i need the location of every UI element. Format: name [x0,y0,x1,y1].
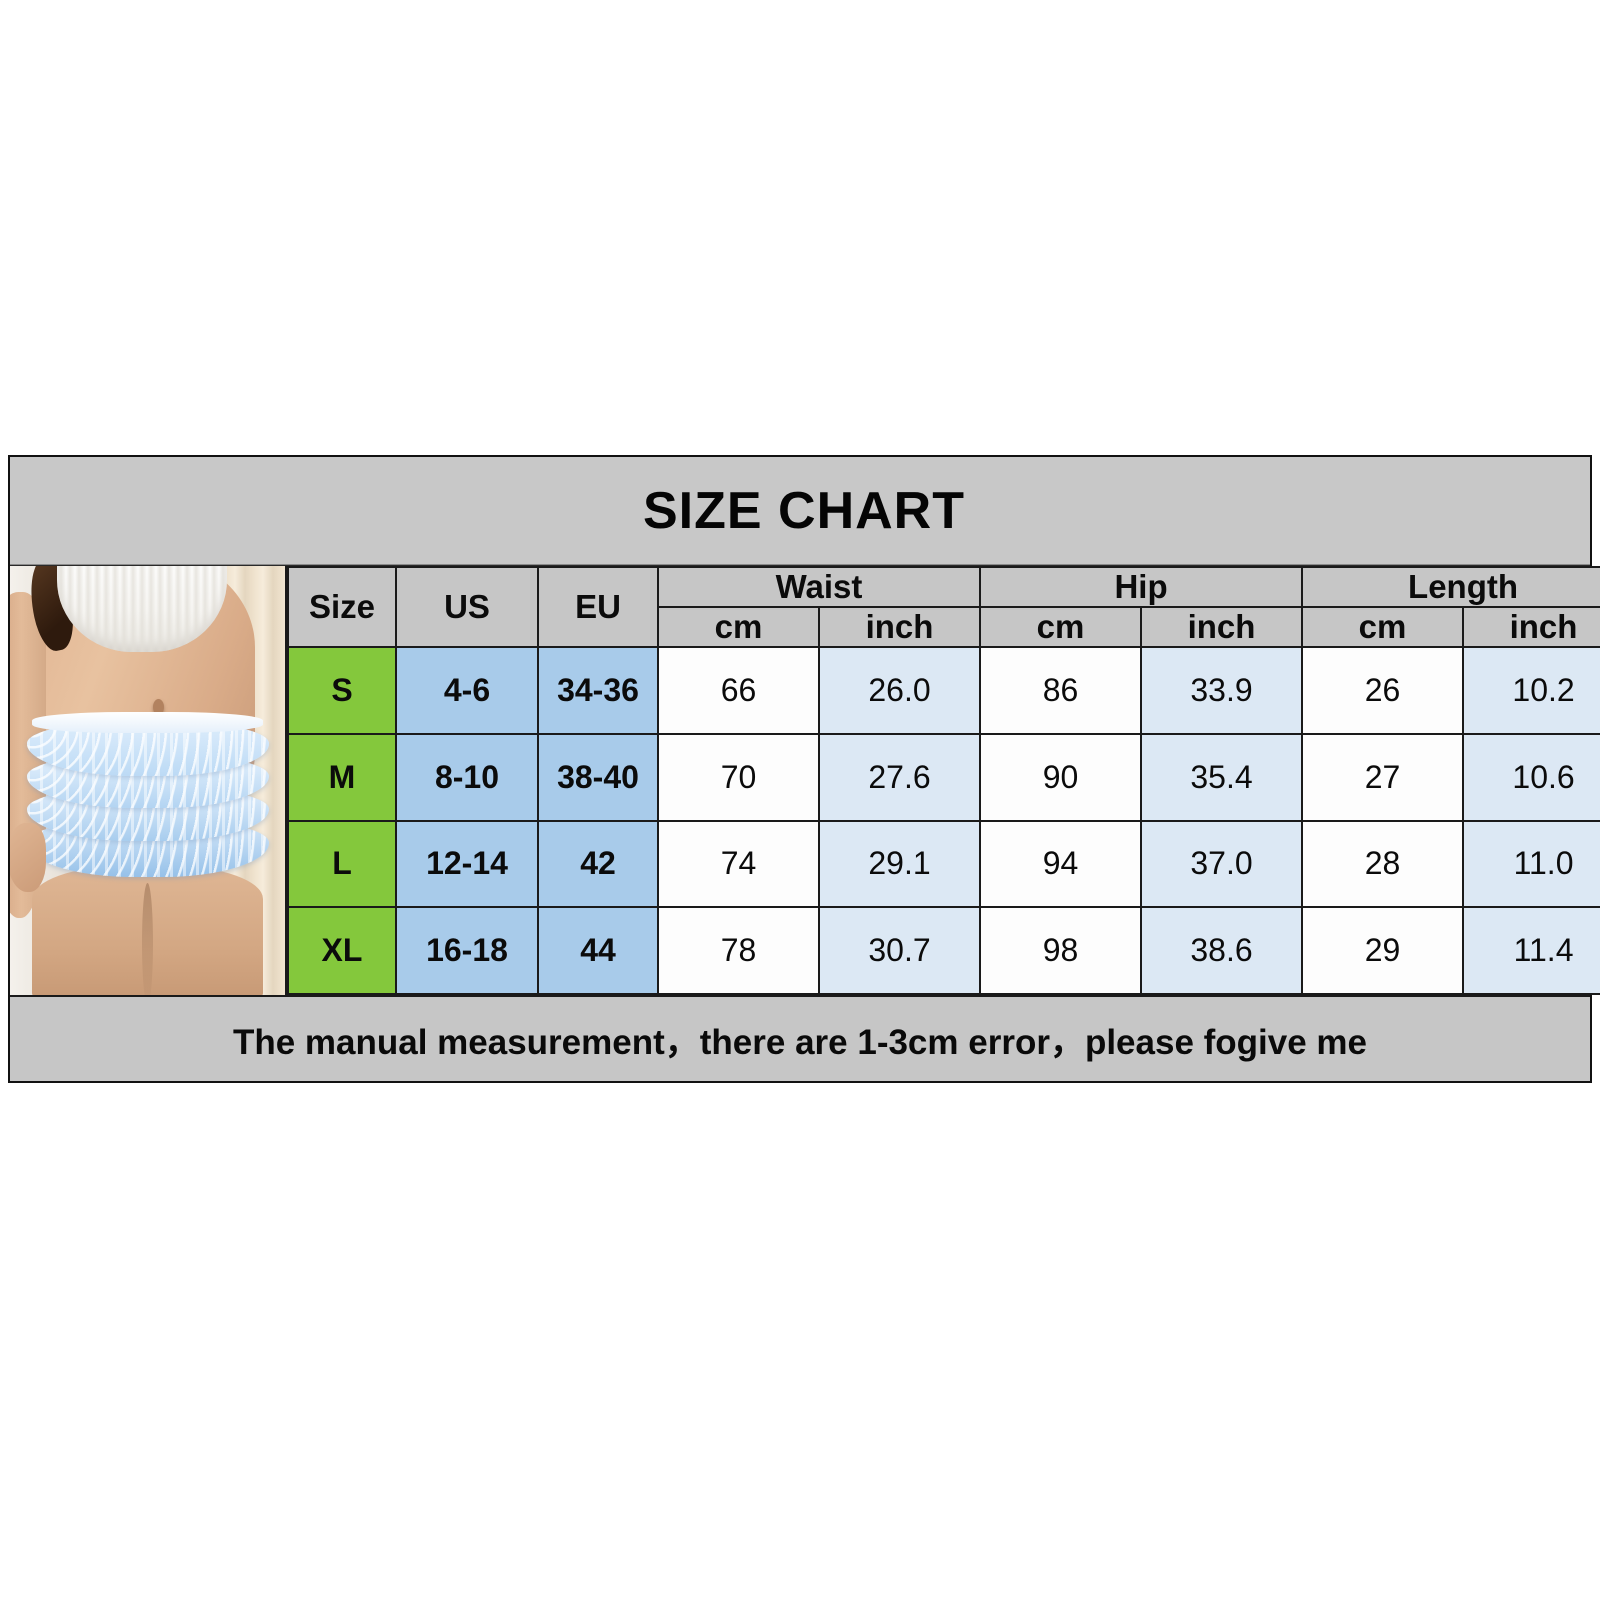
model-leg-gap [142,883,153,995]
cell-length-cm: 26 [1301,646,1465,735]
unit-header-length-cm: cm [1301,606,1465,648]
cell-waist-inch: 26.0 [817,646,982,735]
cell-size: S [287,646,397,735]
measurement-note: The manual measurement，there are 1-3cm e… [232,1022,1368,1062]
col-header-us: US [395,566,539,648]
cell-waist-cm: 78 [657,906,820,995]
cell-waist-inch: 27.6 [817,732,982,822]
col-group-length: Length [1301,566,1600,608]
measurement-note-band: The manual measurement，there are 1-3cm e… [10,995,1590,1081]
cell-hip-cm: 98 [979,906,1143,995]
cell-hip-inch: 35.4 [1140,732,1304,822]
cell-waist-inch: 29.1 [817,819,982,909]
table-row: L 12-14 42 74 29.1 94 37.0 28 11.0 [287,819,1600,909]
cell-length-cm: 29 [1301,906,1465,995]
cell-hip-cm: 94 [979,819,1143,909]
unit-header-waist-inch: inch [817,606,982,648]
table-row: S 4-6 34-36 66 26.0 86 33.9 26 10.2 [287,646,1600,735]
model-navel [153,698,164,715]
cell-waist-inch: 30.7 [817,906,982,995]
unit-header-length-inch: inch [1462,606,1600,648]
model-hand [10,823,46,893]
table-row: XL 16-18 44 78 30.7 98 38.6 29 11.4 [287,906,1600,995]
cell-us: 16-18 [395,906,539,995]
col-group-waist: Waist [656,566,982,608]
col-group-hip: Hip [979,566,1304,608]
cell-eu: 44 [537,906,659,995]
page-title: SIZE CHART [643,481,965,540]
cell-us: 8-10 [395,732,539,822]
cell-waist-cm: 74 [657,819,820,909]
cell-us: 12-14 [395,819,539,909]
cell-size: L [287,819,397,909]
cell-length-inch: 11.4 [1462,906,1600,995]
shorts-waistband [32,711,263,734]
cell-size: XL [287,906,397,995]
chart-body: Size US EU Waist Hip Length cm inch cm i… [10,565,1600,995]
cell-length-cm: 27 [1301,732,1465,822]
cell-waist-cm: 66 [657,646,820,735]
cell-eu: 34-36 [537,646,659,735]
cell-waist-cm: 70 [657,732,820,822]
cell-length-cm: 28 [1301,819,1465,909]
cell-hip-cm: 90 [979,732,1143,822]
col-header-size: Size [287,566,397,648]
table-header-row-units: cm inch cm inch cm inch [288,606,1600,648]
cell-length-inch: 10.2 [1462,646,1600,735]
cell-us: 4-6 [395,646,539,735]
size-chart-panel: SIZE CHART [8,455,1600,1083]
title-band: SIZE CHART [10,457,1590,565]
cell-hip-inch: 37.0 [1140,819,1304,909]
size-table: Size US EU Waist Hip Length cm inch cm i… [287,566,1600,995]
unit-header-hip-inch: inch [1140,606,1304,648]
unit-header-hip-cm: cm [979,606,1143,648]
col-header-eu: EU [537,566,659,648]
table-row: M 8-10 38-40 70 27.6 90 35.4 27 10.6 [287,732,1600,822]
cell-length-inch: 10.6 [1462,732,1600,822]
ruffle-shorts [26,720,269,883]
size-table-wrap: Size US EU Waist Hip Length cm inch cm i… [287,566,1600,995]
cell-eu: 42 [537,819,659,909]
unit-header-waist-cm: cm [657,606,820,648]
cell-hip-cm: 86 [979,646,1143,735]
cell-hip-inch: 33.9 [1140,646,1304,735]
cell-hip-inch: 38.6 [1140,906,1304,995]
table-header-row-groups: Size US EU Waist Hip Length [287,566,1600,648]
product-photo [10,566,287,995]
cell-size: M [287,732,397,822]
cell-length-inch: 11.0 [1462,819,1600,909]
cell-eu: 38-40 [537,732,659,822]
